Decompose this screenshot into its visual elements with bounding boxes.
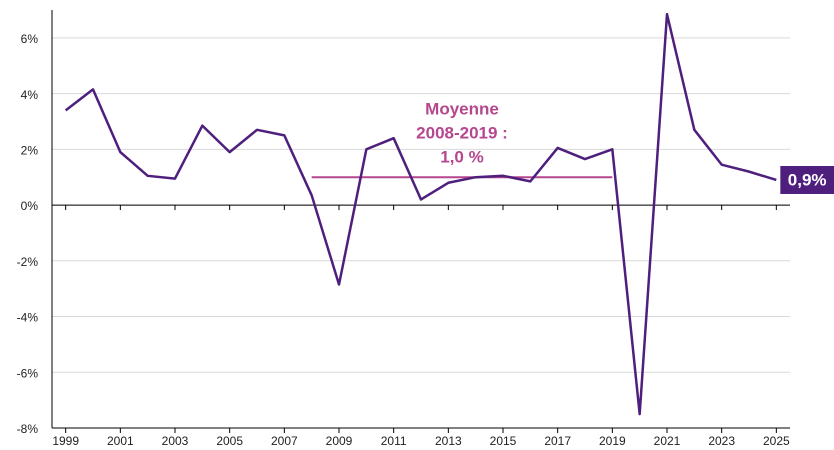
y-tick-label: 2% [21,144,39,158]
y-tick-label: -8% [17,422,39,436]
end-label: 0,9% [788,170,827,189]
x-tick-label: 2017 [544,434,571,448]
mean-label: Moyenne [425,99,499,118]
end-label-box [780,165,834,194]
x-tick-label: 2013 [435,434,462,448]
y-tick-label: 4% [21,88,39,102]
x-tick-label: 2005 [216,434,243,448]
y-tick-label: 6% [21,32,39,46]
series-line [64,12,777,416]
x-tick-label: 1999 [52,434,79,448]
y-tick-label: -6% [17,366,39,380]
mean-label: 1,0 % [440,147,483,166]
x-tick-label: 2023 [708,434,735,448]
x-tick-label: 2019 [599,434,626,448]
x-tick-label: 2021 [654,434,681,448]
mean-label: 2008-2019 : [416,123,508,142]
x-tick-label: 2001 [107,434,134,448]
x-tick-label: 2009 [326,434,353,448]
x-tick-label: 2003 [162,434,189,448]
x-tick-label: 2025 [763,434,790,448]
x-tick-label: 2007 [271,434,298,448]
y-tick-label: 0% [21,199,39,213]
y-tick-label: -4% [17,311,39,325]
y-tick-label: -2% [17,255,39,269]
x-tick-label: 2015 [490,434,517,448]
x-tick-label: 2011 [381,434,407,448]
